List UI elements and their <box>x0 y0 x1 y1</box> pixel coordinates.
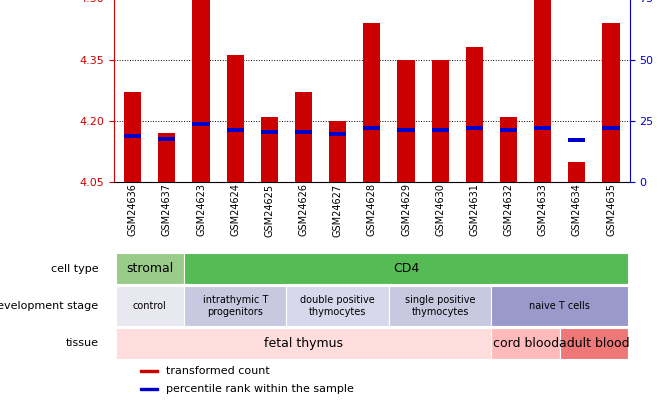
Bar <box>491 286 628 326</box>
Bar <box>295 92 312 182</box>
Bar <box>466 126 483 130</box>
Bar <box>158 133 176 182</box>
Bar <box>261 117 278 182</box>
Bar <box>363 126 381 130</box>
Bar <box>500 128 517 132</box>
Bar <box>397 128 415 132</box>
Bar <box>287 286 389 326</box>
Bar <box>192 0 210 182</box>
Bar <box>329 121 346 182</box>
Bar <box>226 128 244 132</box>
Text: control: control <box>133 301 167 311</box>
Bar <box>431 60 449 182</box>
Text: cord blood: cord blood <box>492 337 559 350</box>
Bar <box>184 253 628 284</box>
Bar <box>192 122 210 126</box>
Bar <box>139 370 158 373</box>
Text: CD4: CD4 <box>393 262 419 275</box>
Bar <box>116 328 491 359</box>
Text: adult blood: adult blood <box>559 337 629 350</box>
Text: naive T cells: naive T cells <box>529 301 590 311</box>
Text: tissue: tissue <box>66 339 98 348</box>
Bar <box>568 162 586 182</box>
Bar <box>602 23 620 182</box>
Bar <box>329 132 346 136</box>
Bar <box>431 128 449 132</box>
Bar <box>158 137 176 141</box>
Text: double positive
thymocytes: double positive thymocytes <box>300 295 375 317</box>
Text: intrathymic T
progenitors: intrathymic T progenitors <box>202 295 268 317</box>
Bar <box>184 286 287 326</box>
Bar <box>295 130 312 134</box>
Bar <box>559 328 628 359</box>
Bar <box>534 126 551 130</box>
Bar <box>491 328 559 359</box>
Bar <box>124 92 141 182</box>
Text: percentile rank within the sample: percentile rank within the sample <box>166 384 354 394</box>
Bar <box>116 253 184 284</box>
Bar <box>139 388 158 390</box>
Bar <box>500 117 517 182</box>
Bar <box>124 134 141 138</box>
Bar <box>534 0 551 182</box>
Bar <box>602 126 620 130</box>
Text: development stage: development stage <box>0 301 98 311</box>
Bar <box>116 286 184 326</box>
Bar <box>466 47 483 182</box>
Text: cell type: cell type <box>51 264 98 273</box>
Text: transformed count: transformed count <box>166 366 270 376</box>
Bar <box>261 130 278 134</box>
Bar <box>568 138 586 142</box>
Bar <box>363 23 381 182</box>
Bar <box>389 286 491 326</box>
Bar <box>226 55 244 182</box>
Text: fetal thymus: fetal thymus <box>264 337 343 350</box>
Bar <box>397 60 415 182</box>
Text: stromal: stromal <box>126 262 174 275</box>
Text: single positive
thymocytes: single positive thymocytes <box>405 295 476 317</box>
